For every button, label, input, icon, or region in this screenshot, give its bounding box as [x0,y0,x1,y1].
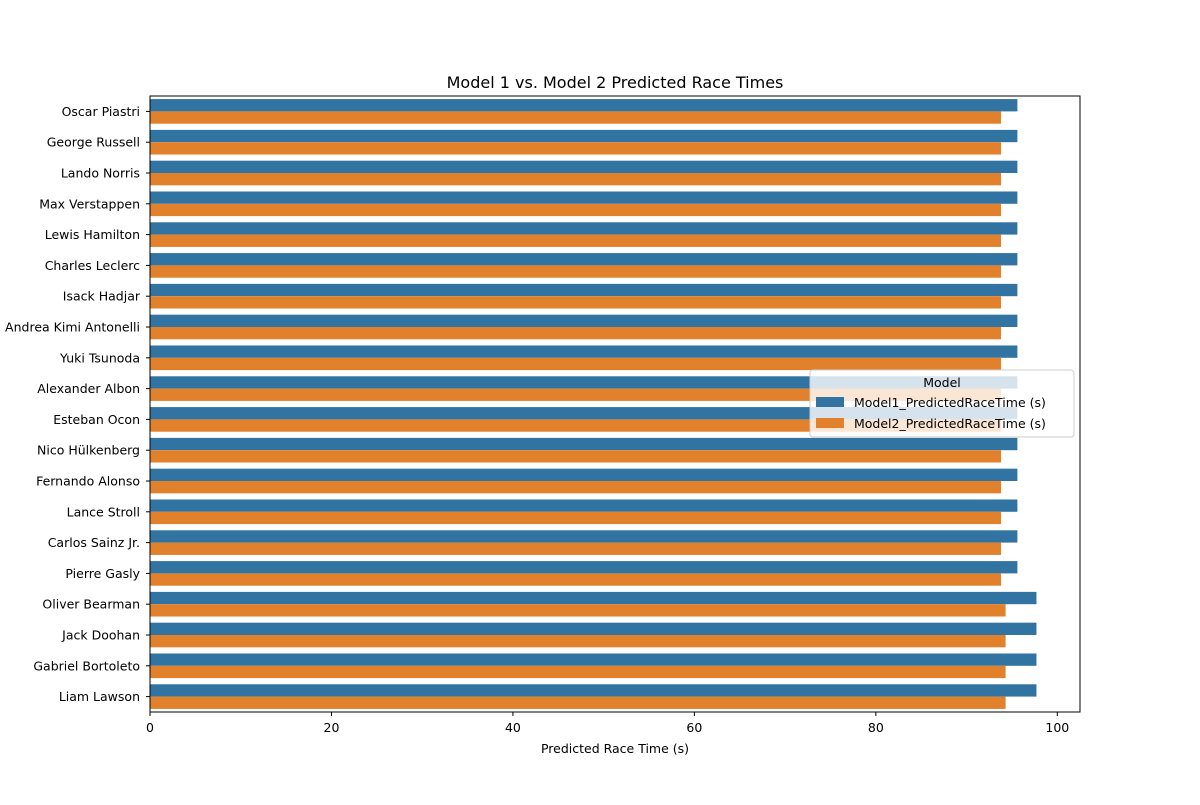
bar-model1 [150,561,1018,574]
bar-model1 [150,468,1018,481]
y-tick-label: Lando Norris [61,166,140,181]
bar-model2 [150,142,1002,155]
legend-label: Model2_PredictedRaceTime (s) [854,416,1046,431]
y-tick-label: Gabriel Bortoleto [33,658,140,673]
bar-model1 [150,222,1018,235]
y-tick-label: Lewis Hamilton [45,227,140,242]
y-tick-label: Jack Doohan [61,628,140,643]
chart-title: Model 1 vs. Model 2 Predicted Race Times [447,73,784,92]
bar-model1 [150,160,1018,173]
bar-model1 [150,437,1018,451]
bar-model1 [150,591,1037,605]
legend-box [809,369,1075,438]
x-tick-label: 0 [146,720,154,735]
bar-model2 [150,511,1002,525]
bar-model1 [150,499,1018,512]
y-tick-label: Carlos Sainz Jr. [48,535,140,550]
bar-model2 [150,388,1002,401]
bar-model1 [150,129,1018,143]
y-tick-label: Esteban Ocon [53,412,140,427]
y-tick-label: Oliver Bearman [42,597,140,612]
bar-model2 [150,327,1002,340]
legend-label: Model1_PredictedRaceTime (s) [854,395,1046,410]
y-tick-label: Max Verstappen [39,196,140,211]
y-tick-label: Liam Lawson [59,689,140,704]
bar-model2 [150,604,1006,617]
y-tick-label: Andrea Kimi Antonelli [5,320,140,335]
bar-model1 [150,530,1018,543]
x-tick-label: 20 [324,720,340,735]
bars-group [150,99,1037,709]
legend-swatch [816,418,844,428]
bar-model1 [150,684,1037,697]
bar-model1 [150,314,1018,327]
x-axis-label: Predicted Race Time (s) [541,741,689,756]
x-tick-label: 40 [505,720,521,735]
bar-model2 [150,481,1002,494]
bar-model2 [150,696,1006,709]
x-tick-label: 100 [1045,720,1069,735]
bar-model2 [150,203,1002,217]
x-tick-label: 60 [686,720,702,735]
bar-model2 [150,419,1002,432]
bar-model2 [150,450,1002,463]
bar-model1 [150,407,1018,420]
y-tick-label: George Russell [47,135,140,150]
y-tick-label: Oscar Piastri [62,104,140,119]
y-tick-label: Alexander Albon [37,381,140,396]
bar-model2 [150,234,1002,247]
bar-model2 [150,542,1002,555]
bar-model1 [150,283,1018,297]
bar-model1 [150,653,1037,666]
x-axis-ticks: 0 20 40 60 80 100 [146,712,1069,735]
legend-title: Model [923,375,961,390]
y-tick-label: Lance Stroll [67,504,140,519]
bar-model2 [150,357,1002,371]
bar-model2 [150,635,1006,648]
bar-model1 [150,191,1018,204]
bar-model2 [150,296,1002,309]
legend-items: Model1_PredictedRaceTime (s) Model2_Predi… [816,395,1046,431]
bar-model1 [150,622,1037,635]
legend: Model Model1_PredictedRaceTime (s) Model2… [809,369,1075,438]
bar-model2 [150,573,1002,586]
bar-model2 [150,265,1002,278]
bar-model2 [150,665,1006,679]
plot-frame [149,95,1081,713]
y-tick-label: Nico Hülkenberg [37,443,140,458]
bar-model1 [150,253,1018,266]
bar-model1 [150,376,1018,389]
bar-model1 [150,345,1018,358]
y-tick-label: Charles Leclerc [45,258,140,273]
x-tick-label: 80 [868,720,884,735]
legend-swatch [816,397,844,407]
y-axis-ticks: Oscar Piastri George Russell Lando Norris M… [5,104,150,704]
bar-model1 [150,99,1018,112]
y-tick-label: Fernando Alonso [36,474,140,489]
bar-model2 [150,173,1002,186]
y-tick-label: Yuki Tsunoda [59,350,140,365]
bar-model2 [150,111,1002,124]
y-tick-label: Isack Hadjar [63,289,141,304]
y-tick-label: Pierre Gasly [65,566,140,581]
